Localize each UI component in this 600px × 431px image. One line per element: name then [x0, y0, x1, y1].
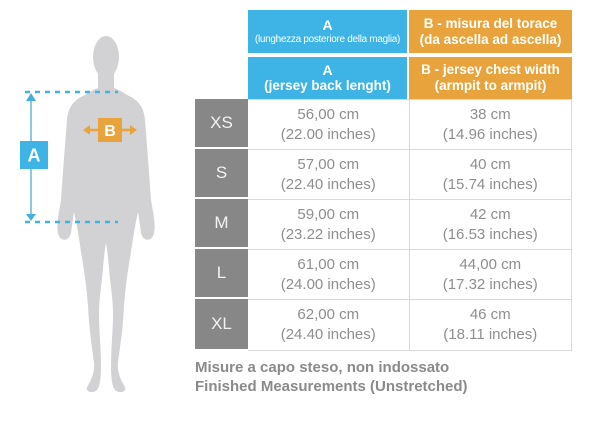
value-in: (24.00 inches) [280, 275, 376, 293]
measurement-grid: 56,00 cm (22.00 inches) 38 cm (14.96 inc… [248, 99, 572, 351]
cell-b: 46 cm (18.11 inches) [410, 300, 572, 350]
value-in: (17.32 inches) [442, 275, 538, 293]
value-in: (23.22 inches) [280, 225, 376, 243]
size-label-l: L [195, 249, 248, 299]
value-cm: 40 cm [469, 155, 511, 173]
table-body: XS S M L XL 56,00 cm (22.00 inches) 38 c… [195, 99, 572, 351]
header-a-en-sub: (jersey back lenght) [264, 78, 391, 93]
size-table: A (lunghezza posteriore della maglia) B … [195, 10, 572, 351]
body-silhouette [57, 36, 155, 393]
header-b-en-title: B - jersey chest width [421, 62, 560, 77]
cell-a: 62,00 cm (24.40 inches) [248, 300, 410, 350]
value-in: (18.11 inches) [443, 326, 538, 343]
value-in: (14.96 inches) [442, 125, 538, 143]
measure-a-annotation: A [20, 90, 118, 224]
header-b-english: B - jersey chest width (armpit to armpit… [409, 57, 572, 99]
header-a-italian: A (lunghezza posteriore della maglia) [248, 10, 407, 53]
footer-line-italian: Misure a capo steso, non indossato [195, 359, 450, 376]
arrow-up-icon [26, 93, 36, 101]
size-label-xl: XL [195, 299, 248, 349]
value-in: (24.40 inches) [280, 326, 376, 343]
table-row: 62,00 cm (24.40 inches) 46 cm (18.11 inc… [248, 300, 571, 350]
value-cm: 44,00 cm [459, 255, 522, 273]
value-cm: 61,00 cm [297, 255, 360, 273]
label-a-text: A [28, 146, 41, 166]
size-column: XS S M L XL [195, 99, 248, 351]
arrow-down-icon [26, 214, 36, 221]
value-in: (22.00 inches) [280, 125, 376, 143]
size-label-xs: XS [195, 99, 248, 149]
header-b-it-sub: (da ascella ad ascella) [419, 31, 562, 47]
value-cm: 46 cm [469, 306, 511, 323]
cell-a: 59,00 cm (23.22 inches) [248, 200, 410, 249]
table-row: 57,00 cm (22.40 inches) 40 cm (15.74 inc… [248, 150, 571, 200]
cell-b: 38 cm (14.96 inches) [410, 100, 572, 149]
value-cm: 38 cm [469, 105, 511, 123]
cell-a: 56,00 cm (22.00 inches) [248, 100, 410, 149]
cell-b: 40 cm (15.74 inches) [410, 150, 572, 199]
cell-a: 57,00 cm (22.40 inches) [248, 150, 410, 199]
size-label-m: M [195, 199, 248, 249]
table-header-english: A (jersey back lenght) B - jersey chest … [248, 57, 572, 99]
header-a-en-title: A [322, 62, 333, 78]
measure-b-annotation: B [83, 118, 137, 142]
cell-b: 44,00 cm (17.32 inches) [410, 250, 572, 299]
header-a-english: A (jersey back lenght) [248, 57, 407, 99]
value-in: (16.53 inches) [442, 225, 538, 243]
body-measurement-diagram: A B [20, 36, 155, 393]
table-row: 59,00 cm (23.22 inches) 42 cm (16.53 inc… [248, 200, 571, 250]
value-cm: 56,00 cm [297, 105, 360, 123]
label-a-box [20, 141, 48, 169]
arrow-right-icon [130, 125, 137, 135]
label-b-box [98, 118, 122, 142]
value-cm: 42 cm [469, 205, 511, 223]
table-row: 61,00 cm (24.00 inches) 44,00 cm (17.32 … [248, 250, 571, 300]
value-in: (15.74 inches) [442, 175, 538, 193]
cell-a: 61,00 cm (24.00 inches) [248, 250, 410, 299]
value-in: (22.40 inches) [280, 175, 376, 193]
arrow-left-icon [83, 125, 90, 135]
header-a-it-sub: (lunghezza posteriore della maglia) [254, 34, 401, 45]
table-header-italian: A (lunghezza posteriore della maglia) B … [248, 10, 572, 53]
cell-b: 42 cm (16.53 inches) [410, 200, 572, 249]
header-b-it-title: B - misura del torace [423, 15, 558, 31]
header-b-en-sub: (armpit to armpit) [434, 78, 547, 93]
value-cm: 62,00 cm [297, 306, 360, 323]
header-a-it-title: A [322, 17, 333, 33]
header-b-italian: B - misura del torace (da ascella ad asc… [409, 10, 572, 53]
size-label-s: S [195, 149, 248, 199]
footer-line-english: Finished Measurements (Unstretched) [195, 378, 468, 395]
table-row: 56,00 cm (22.00 inches) 38 cm (14.96 inc… [248, 100, 571, 150]
label-b-text: B [104, 123, 116, 140]
value-cm: 57,00 cm [297, 155, 360, 173]
value-cm: 59,00 cm [297, 205, 360, 223]
footer-note: Misure a capo steso, non indossato Finis… [195, 358, 468, 396]
